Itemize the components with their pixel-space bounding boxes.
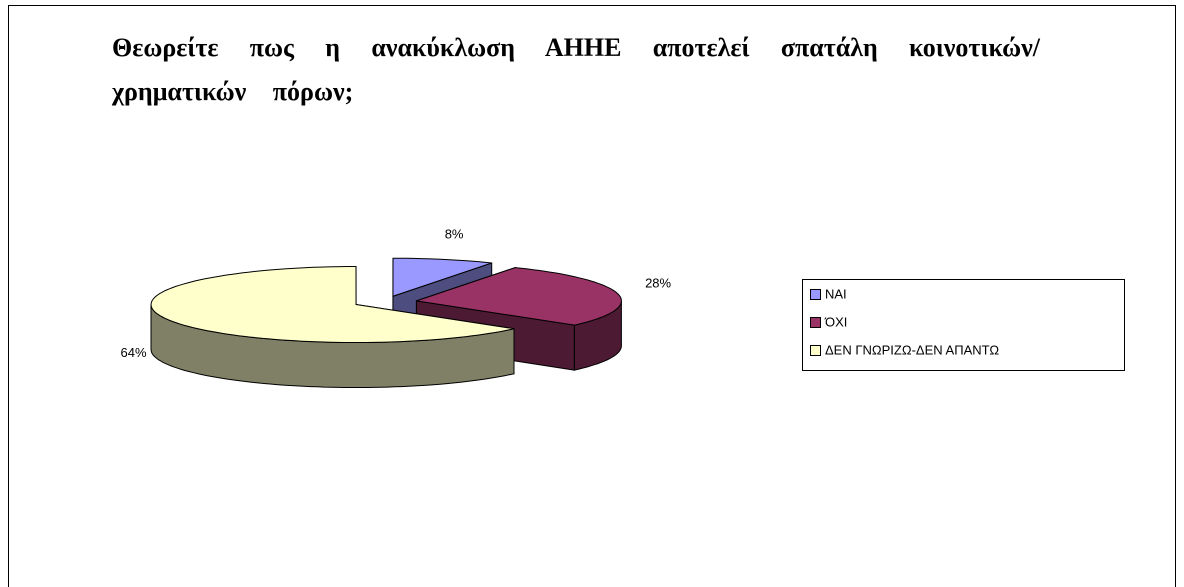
data-label: 64% <box>120 345 146 360</box>
legend-label: ΔΕΝ ΓΝΩΡΙΖΩ-ΔΕΝ ΑΠΑΝΤΩ <box>825 342 999 357</box>
slice <box>392 257 492 297</box>
slice <box>416 267 622 326</box>
slice <box>150 266 515 343</box>
chart-title: Θεωρείτε πως η ανακύκλωση ΑΗΗΕ αποτελεί … <box>112 33 1040 106</box>
data-label: 8% <box>445 226 464 241</box>
chart-border <box>8 5 1176 587</box>
legend-swatch <box>810 289 821 300</box>
legend-box <box>802 279 1125 371</box>
data-label: 28% <box>645 276 671 291</box>
legend-label: ΝΑΙ <box>825 286 847 301</box>
legend-label: ΌΧΙ <box>824 314 847 329</box>
legend-swatch <box>810 317 821 328</box>
legend-swatch <box>810 345 821 356</box>
